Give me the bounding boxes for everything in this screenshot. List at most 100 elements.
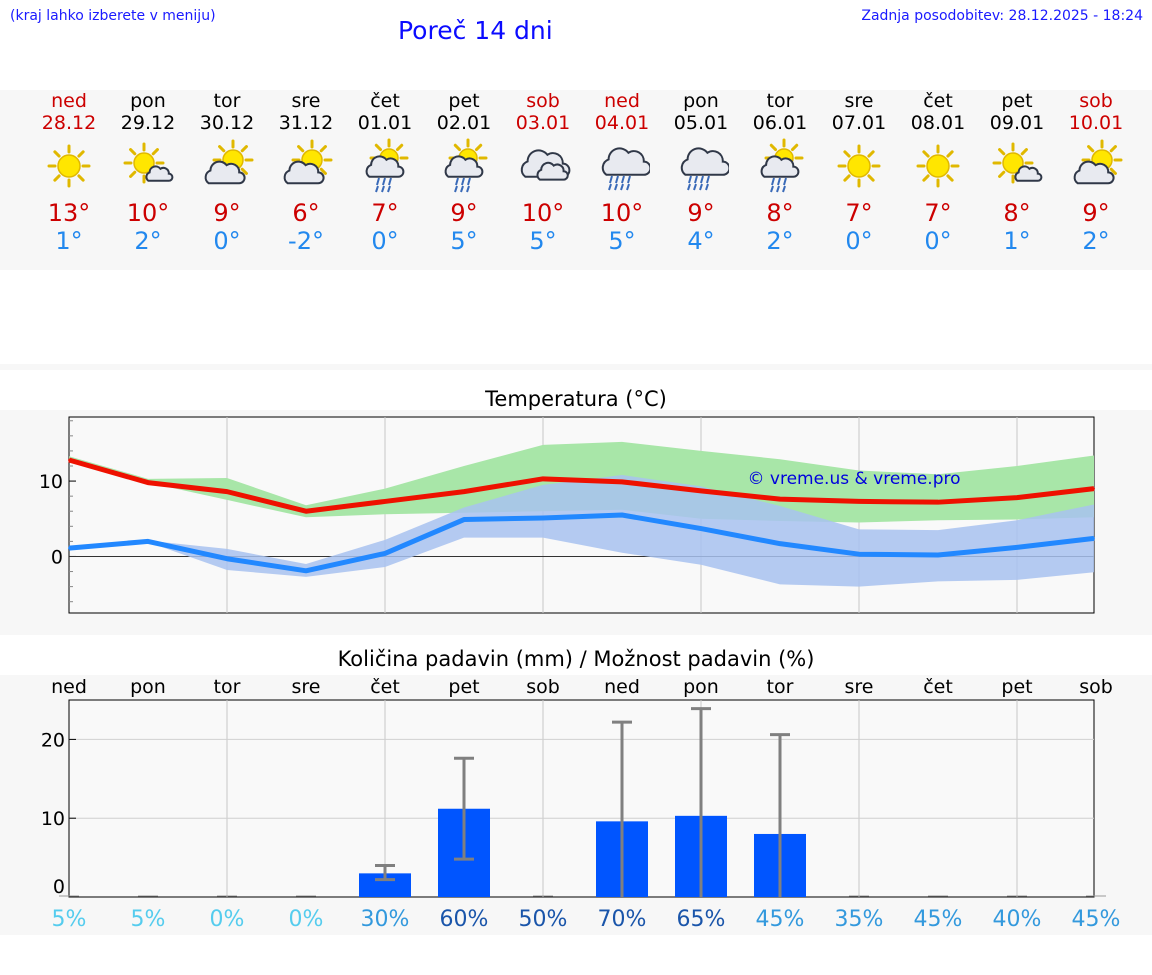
max-point bbox=[305, 510, 307, 513]
forecast-day: sob 10.01 9° 2° bbox=[1057, 90, 1136, 255]
sun-cloud-rain-icon bbox=[365, 138, 409, 193]
x-category-label: ned bbox=[604, 676, 640, 698]
precipitation-probability: 40% bbox=[993, 907, 1042, 932]
min-temperature: 1° bbox=[1003, 227, 1031, 255]
max-temperature: 10° bbox=[126, 199, 170, 227]
day-name: čet bbox=[370, 90, 400, 112]
min-temperature: 0° bbox=[213, 227, 241, 255]
x-category-label: čet bbox=[370, 676, 400, 698]
x-category-label: tor bbox=[767, 676, 794, 698]
min-point bbox=[700, 527, 702, 530]
day-name: ned bbox=[51, 90, 87, 112]
temperature-chart: 0 10 © vreme.us & vreme.pro bbox=[39, 416, 1095, 614]
day-date: 09.01 bbox=[989, 112, 1045, 134]
x-category-label: čet bbox=[923, 676, 953, 698]
max-point bbox=[621, 480, 623, 483]
max-temperature: 9° bbox=[450, 199, 478, 227]
day-name: sob bbox=[1079, 90, 1113, 112]
precipitation-probability: 50% bbox=[519, 907, 568, 932]
min-point bbox=[621, 514, 623, 516]
min-point bbox=[147, 540, 149, 543]
min-temperature: 1° bbox=[55, 227, 83, 255]
min-temperature: 5° bbox=[608, 227, 636, 255]
precipitation-probability: 45% bbox=[914, 907, 963, 932]
x-category-label: ned bbox=[51, 676, 87, 698]
forecast-day: tor 06.01 8° 2° bbox=[741, 90, 820, 255]
min-temperature-line bbox=[68, 512, 1095, 574]
min-temperature: 5° bbox=[450, 227, 478, 255]
day-date: 29.12 bbox=[120, 112, 176, 134]
sun-icon bbox=[837, 144, 881, 188]
forecast-day: ned 28.12 13° 1° bbox=[30, 90, 109, 255]
precipitation-probability: 5% bbox=[131, 907, 166, 932]
forecast-day: sob 03.01 10° 5° bbox=[504, 90, 583, 255]
max-temperature-line bbox=[68, 457, 1095, 514]
day-name: sob bbox=[526, 90, 560, 112]
max-temperature: 7° bbox=[371, 199, 399, 227]
day-name: pon bbox=[130, 90, 166, 112]
x-category-label: pet bbox=[1001, 676, 1032, 698]
max-point bbox=[147, 481, 149, 484]
forecast-day: pon 29.12 10° 2° bbox=[109, 90, 188, 255]
forecast-day: pet 09.01 8° 1° bbox=[978, 90, 1057, 255]
precipitation-probability: 65% bbox=[677, 907, 726, 932]
temperature-chart-title: Temperatura (°C) bbox=[485, 387, 667, 411]
sun-cloud-rain-icon bbox=[760, 138, 804, 193]
location-hint: (kraj lahko izberete v meniju) bbox=[10, 8, 216, 24]
cloud-sun-icon bbox=[283, 139, 333, 185]
min-temperature: 5° bbox=[529, 227, 557, 255]
precipitation-probability: 30% bbox=[361, 907, 410, 932]
max-temperature: 7° bbox=[924, 199, 952, 227]
sun-icon bbox=[47, 144, 91, 188]
forecast-day: sre 31.12 6° -2° bbox=[267, 90, 346, 255]
max-temperature: 9° bbox=[687, 199, 715, 227]
precipitation-probability: 35% bbox=[835, 907, 884, 932]
day-name: pet bbox=[1001, 90, 1033, 112]
min-temperature: 2° bbox=[134, 227, 162, 255]
cloud-icon bbox=[520, 149, 571, 181]
day-date: 07.01 bbox=[831, 112, 887, 134]
max-point bbox=[226, 490, 228, 493]
min-point bbox=[305, 569, 307, 572]
precipitation-probability: 45% bbox=[1072, 907, 1121, 932]
cloud-rain-icon bbox=[601, 147, 650, 191]
precipitation-probability: 70% bbox=[598, 907, 647, 932]
max-point bbox=[542, 477, 544, 480]
min-point bbox=[1093, 537, 1095, 540]
y-tick-label: 20 bbox=[41, 729, 65, 751]
min-point bbox=[226, 557, 228, 560]
precipitation-chart-title: Količina padavin (mm) / Možnost padavin … bbox=[337, 647, 815, 671]
max-point bbox=[700, 489, 702, 492]
day-date: 30.12 bbox=[199, 112, 255, 134]
max-temperature: 8° bbox=[766, 199, 794, 227]
day-name: sre bbox=[291, 90, 321, 112]
max-temperature: 9° bbox=[213, 199, 241, 227]
min-temperature: 0° bbox=[845, 227, 873, 255]
plot-area bbox=[68, 699, 1095, 898]
min-point bbox=[1016, 546, 1018, 549]
max-temperature: 8° bbox=[1003, 199, 1031, 227]
y-tick-label: 0 bbox=[51, 546, 63, 568]
day-name: pon bbox=[683, 90, 719, 112]
cloud-sun-icon bbox=[204, 139, 254, 185]
x-category-label: sre bbox=[292, 676, 321, 698]
max-point bbox=[463, 490, 465, 493]
max-point bbox=[937, 501, 939, 504]
max-point bbox=[779, 498, 781, 501]
forecast-day: ned 04.01 10° 5° bbox=[583, 90, 662, 255]
max-point bbox=[68, 458, 70, 461]
day-date: 06.01 bbox=[752, 112, 808, 134]
day-name: tor bbox=[213, 90, 241, 112]
min-point bbox=[384, 552, 386, 555]
last-updated: Zadnja posodobitev: 28.12.2025 - 18:24 bbox=[861, 8, 1143, 24]
sun-icon bbox=[916, 144, 960, 188]
forecast-day: sre 07.01 7° 0° bbox=[820, 90, 899, 255]
min-point bbox=[68, 547, 70, 550]
precipitation-probability: 60% bbox=[440, 907, 489, 932]
day-name: pet bbox=[448, 90, 480, 112]
min-temperature: 0° bbox=[924, 227, 952, 255]
sun-cloud-icon bbox=[123, 142, 174, 184]
cloud-sun-icon bbox=[1073, 139, 1123, 185]
day-date: 01.01 bbox=[357, 112, 413, 134]
max-point bbox=[1093, 487, 1095, 490]
